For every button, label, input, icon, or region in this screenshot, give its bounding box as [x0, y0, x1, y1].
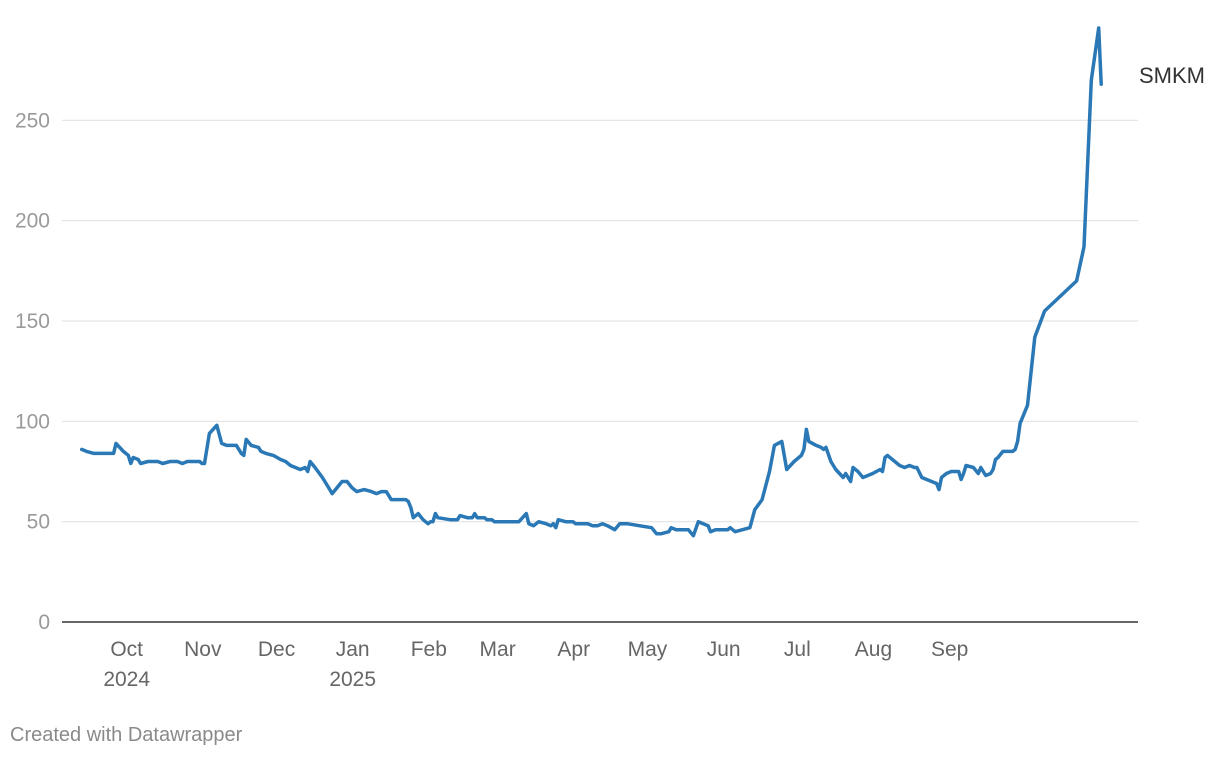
x-tick-label: Feb: [411, 638, 447, 661]
x-tick-label: Jan: [336, 638, 370, 661]
x-tick-label: Mar: [480, 638, 516, 661]
y-tick-label: 50: [27, 511, 50, 534]
y-tick-label: 0: [38, 611, 50, 634]
x-tick-label: Nov: [184, 638, 222, 661]
series-group: SMKM: [79, 26, 1205, 538]
series-label: SMKM: [1139, 63, 1205, 88]
series-line-smkm: [79, 26, 1103, 538]
x-tick-label: Aug: [855, 638, 892, 661]
x-tick-label: Oct: [110, 638, 143, 661]
gridlines: [62, 119, 1138, 523]
x-tick-year-label: 2025: [329, 668, 376, 691]
footer-credit: Created with Datawrapper: [10, 724, 243, 746]
x-tick-label: Dec: [258, 638, 295, 661]
line-chart: 0 50 100 150 200 250 Oct 2024 Nov Dec Jan 2025 Feb M…: [15, 26, 1205, 691]
y-axis: 0 50 100 150 200 250: [15, 109, 50, 634]
y-tick-label: 150: [15, 310, 50, 333]
y-tick-label: 250: [15, 109, 50, 132]
x-axis: Oct 2024 Nov Dec Jan 2025 Feb Mar Apr May Jun Jul Au…: [62, 621, 1138, 691]
x-tick-year-label: 2024: [103, 668, 150, 691]
x-tick-label: Jun: [707, 638, 741, 661]
x-tick-label: Apr: [557, 638, 590, 661]
y-tick-label: 200: [15, 210, 50, 233]
y-tick-label: 100: [15, 410, 50, 433]
x-tick-label: Jul: [784, 638, 811, 661]
x-tick-label: May: [628, 638, 668, 661]
x-tick-label: Sep: [931, 638, 968, 661]
